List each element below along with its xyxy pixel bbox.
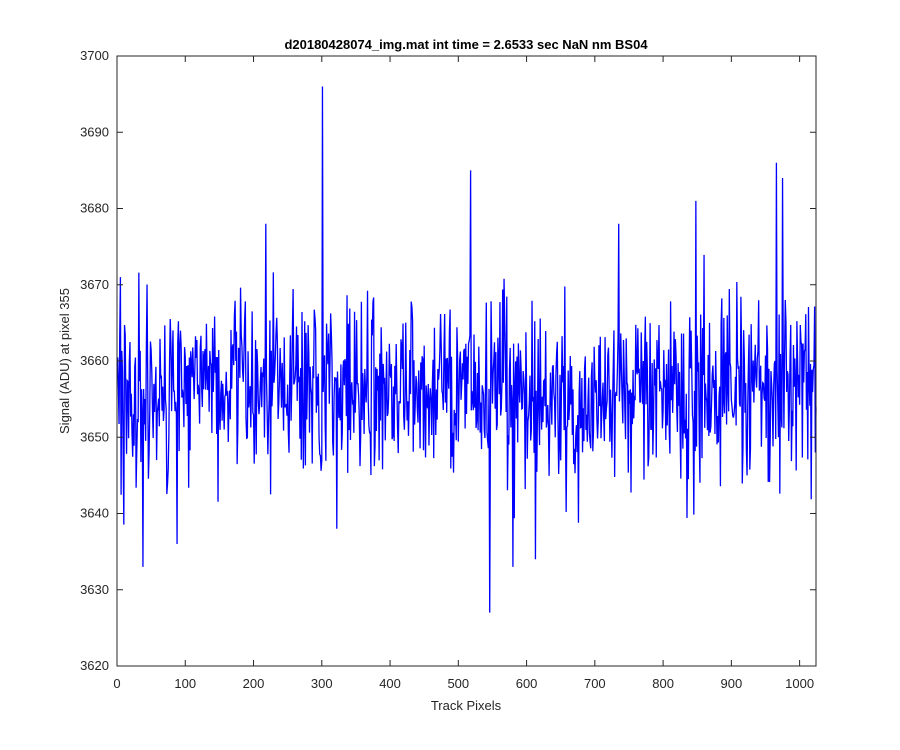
x-tick-label: 400	[379, 676, 401, 691]
x-tick-label: 600	[516, 676, 538, 691]
x-tick-label: 200	[243, 676, 265, 691]
y-tick-label: 3660	[80, 353, 109, 368]
x-tick-label: 1000	[785, 676, 814, 691]
x-tick-label: 500	[447, 676, 469, 691]
y-tick-label: 3640	[80, 506, 109, 521]
chart-title: d20180428074_img.mat int time = 2.6533 s…	[284, 37, 648, 52]
series-layer	[117, 86, 817, 613]
x-tick-label: 800	[652, 676, 674, 691]
x-tick-label: 700	[584, 676, 606, 691]
y-tick-label: 3690	[80, 124, 109, 139]
y-tick-label: 3650	[80, 429, 109, 444]
x-axis-label: Track Pixels	[431, 698, 502, 713]
y-tick-label: 3680	[80, 201, 109, 216]
y-axis-label: Signal (ADU) at pixel 355	[57, 288, 72, 434]
y-tick-label: 3700	[80, 48, 109, 63]
y-tick-label: 3670	[80, 277, 109, 292]
x-tick-label: 0	[113, 676, 120, 691]
x-tick-label: 300	[311, 676, 333, 691]
ticks-layer: 0 100 200 300 400 500 600 700 800 900 1000 3620 3630…	[80, 48, 816, 691]
y-tick-label: 3630	[80, 582, 109, 597]
x-tick-label: 900	[721, 676, 743, 691]
x-tick-label: 100	[174, 676, 196, 691]
y-tick-label: 3620	[80, 658, 109, 673]
signal-series-line	[117, 86, 817, 613]
